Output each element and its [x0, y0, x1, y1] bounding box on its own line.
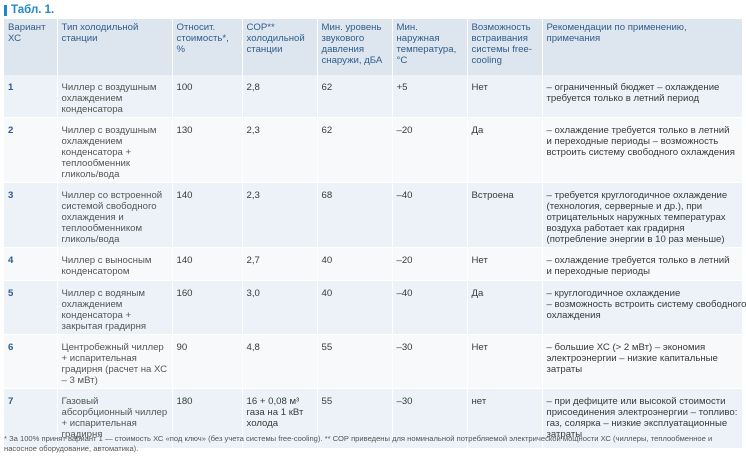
header-cell: Вариант ХС: [4, 19, 58, 75]
cop-value: 2,7: [242, 247, 318, 281]
noise-level: 55: [317, 388, 393, 449]
comparison-table: Вариант ХС Тип холодильной станции Относ…: [4, 19, 746, 449]
recommendation-line: – требуется круглогодичное охлаждение: [546, 190, 728, 201]
station-type: Центробежный чиллер + испарительная град…: [57, 334, 173, 389]
recommendation-line: – возможность встроить систему свободног…: [546, 299, 746, 310]
station-type: Газовый абсорбционный чиллер + испарител…: [57, 388, 173, 449]
header-cell: Возможность встраивания системы free-coo…: [467, 19, 543, 75]
relative-cost: 140: [172, 247, 243, 281]
cop-value: 2,3: [242, 117, 318, 183]
table-caption: Табл. 1.: [4, 2, 54, 18]
relative-cost: 180: [172, 388, 243, 449]
noise-level: 40: [317, 280, 393, 335]
min-temperature: +5: [392, 75, 468, 118]
variant-number: 6: [4, 334, 58, 389]
variant-number: 7: [4, 388, 58, 449]
recommendation-line: затраты: [546, 429, 583, 440]
min-temperature: –20: [392, 247, 468, 281]
free-cooling: нет: [467, 388, 543, 449]
recommendation-line: отрицательных наружных температурах: [546, 212, 726, 223]
station-type: Чиллер с воздушным охлаждением конденсат…: [57, 117, 173, 183]
free-cooling: Да: [467, 117, 543, 183]
recommendation-line: – охлаждение требуется только в летний: [546, 255, 730, 266]
caption-text: Табл. 1.: [11, 4, 55, 16]
cop-value: 16 + 0,08 м³ газа на 1 кВт холода: [242, 388, 318, 449]
header-cell: Тип холодильной станции: [57, 19, 173, 75]
footnote: * За 100% принят вариант 1 — стоимость Х…: [4, 434, 713, 453]
recommendation-line: электроэнергии – низкие капитальные: [546, 353, 718, 364]
table-row: 7 Газовый абсорбционный чиллер + испарит…: [4, 388, 743, 449]
header-cell: Мин. уровень звукового давления снаружи,…: [317, 19, 393, 75]
free-cooling: Нет: [467, 247, 543, 281]
cop-value: 2,3: [242, 182, 318, 248]
relative-cost: 140: [172, 182, 243, 248]
noise-level: 62: [317, 75, 393, 118]
relative-cost: 100: [172, 75, 243, 118]
min-temperature: –40: [392, 280, 468, 335]
variant-number: 5: [4, 280, 58, 335]
recommendation-line: и переходные периоды: [546, 266, 650, 277]
min-temperature: –40: [392, 182, 468, 248]
recommendation-line: – круглогодичное охлаждение: [546, 288, 681, 299]
variant-number: 3: [4, 182, 58, 248]
header-cell: Относит. стоимость*, %: [172, 19, 243, 75]
noise-level: 62: [317, 117, 393, 183]
free-cooling: Нет: [467, 75, 543, 118]
recommendation-line: – при дефиците или высокой стоимости: [546, 396, 726, 407]
station-type: Чиллер со встроенной системой свободного…: [57, 182, 173, 248]
station-type: Чиллер с воздушным охлаждением конденсат…: [57, 75, 173, 118]
header-row: Вариант ХС Тип холодильной станции Относ…: [4, 19, 743, 75]
recommendations: – охлаждение требуется только в летний и…: [542, 117, 743, 183]
recommendation-line: (технология, серверные и др.), при: [546, 201, 703, 212]
relative-cost: 160: [172, 280, 243, 335]
free-cooling: Да: [467, 280, 543, 335]
table-row: 5 Чиллер с водяным охлаждением конденсат…: [4, 280, 746, 335]
header-cell: COP** холодильной станции: [242, 19, 318, 75]
recommendations: – охлаждение требуется только в летний и…: [542, 247, 743, 281]
header-cell: Рекомендации по применению, примечания: [542, 19, 743, 75]
min-temperature: –30: [392, 334, 468, 389]
recommendations: – при дефиците или высокой стоимости при…: [542, 388, 743, 449]
cop-value: 4,8: [242, 334, 318, 389]
recommendations: – большие ХС (> 2 мВт) – экономия электр…: [542, 334, 743, 389]
noise-level: 68: [317, 182, 393, 248]
recommendation-line: затраты: [546, 364, 583, 375]
recommendation-line: газ, солярка – низкие эксплуатационные: [546, 418, 728, 429]
recommendation-line: требуется только в летний период: [546, 93, 700, 104]
recommendation-line: – большие ХС (> 2 мВт) – экономия: [546, 342, 706, 353]
free-cooling: Встроена: [467, 182, 543, 248]
station-type: Чиллер с водяным охлаждением конденсатор…: [57, 280, 173, 335]
recommendation-line: воздуха работает как градирня: [546, 223, 685, 234]
station-type: Чиллер с выносным конденсатором: [57, 247, 173, 281]
recommendation-line: – охлаждение требуется только в летний: [546, 125, 730, 136]
table-row: 1 Чиллер с воздушным охлаждением конденс…: [4, 75, 743, 118]
recommendation-line: охлаждения: [546, 310, 601, 321]
cop-value: 3,0: [242, 280, 318, 335]
recommendation-line: встроить систему свободного охлаждения: [546, 147, 735, 158]
relative-cost: 130: [172, 117, 243, 183]
free-cooling: Нет: [467, 334, 543, 389]
min-temperature: –20: [392, 117, 468, 183]
table-row: 6 Центробежный чиллер + испарительная гр…: [4, 334, 743, 389]
variant-number: 2: [4, 117, 58, 183]
recommendation-line: и переходные периоды – возможность: [546, 136, 719, 147]
recommendations: – требуется круглогодичное охлаждение (т…: [542, 182, 743, 248]
recommendation-line: присоединения электроэнергии – топливо:: [546, 407, 738, 418]
relative-cost: 90: [172, 334, 243, 389]
min-temperature: –30: [392, 388, 468, 449]
caption-marker: [4, 4, 7, 16]
variant-number: 1: [4, 75, 58, 118]
recommendations: – ограниченный бюджет – охлаждение требу…: [542, 75, 743, 118]
recommendation-line: – ограниченный бюджет – охлаждение: [546, 82, 720, 93]
table-row: 2 Чиллер с воздушным охлаждением конденс…: [4, 117, 743, 183]
header-cell: Мин. наружная температура, °С: [392, 19, 468, 75]
noise-level: 40: [317, 247, 393, 281]
table-row: 3 Чиллер со встроенной системой свободно…: [4, 182, 743, 248]
noise-level: 55: [317, 334, 393, 389]
table-row: 4 Чиллер с выносным конденсатором 140 2,…: [4, 247, 743, 281]
variant-number: 4: [4, 247, 58, 281]
recommendation-line: (потребление энергии в 10 раз меньше): [546, 234, 725, 245]
cop-value: 2,8: [242, 75, 318, 118]
recommendations: – круглогодичное охлаждение – возможност…: [542, 280, 746, 335]
